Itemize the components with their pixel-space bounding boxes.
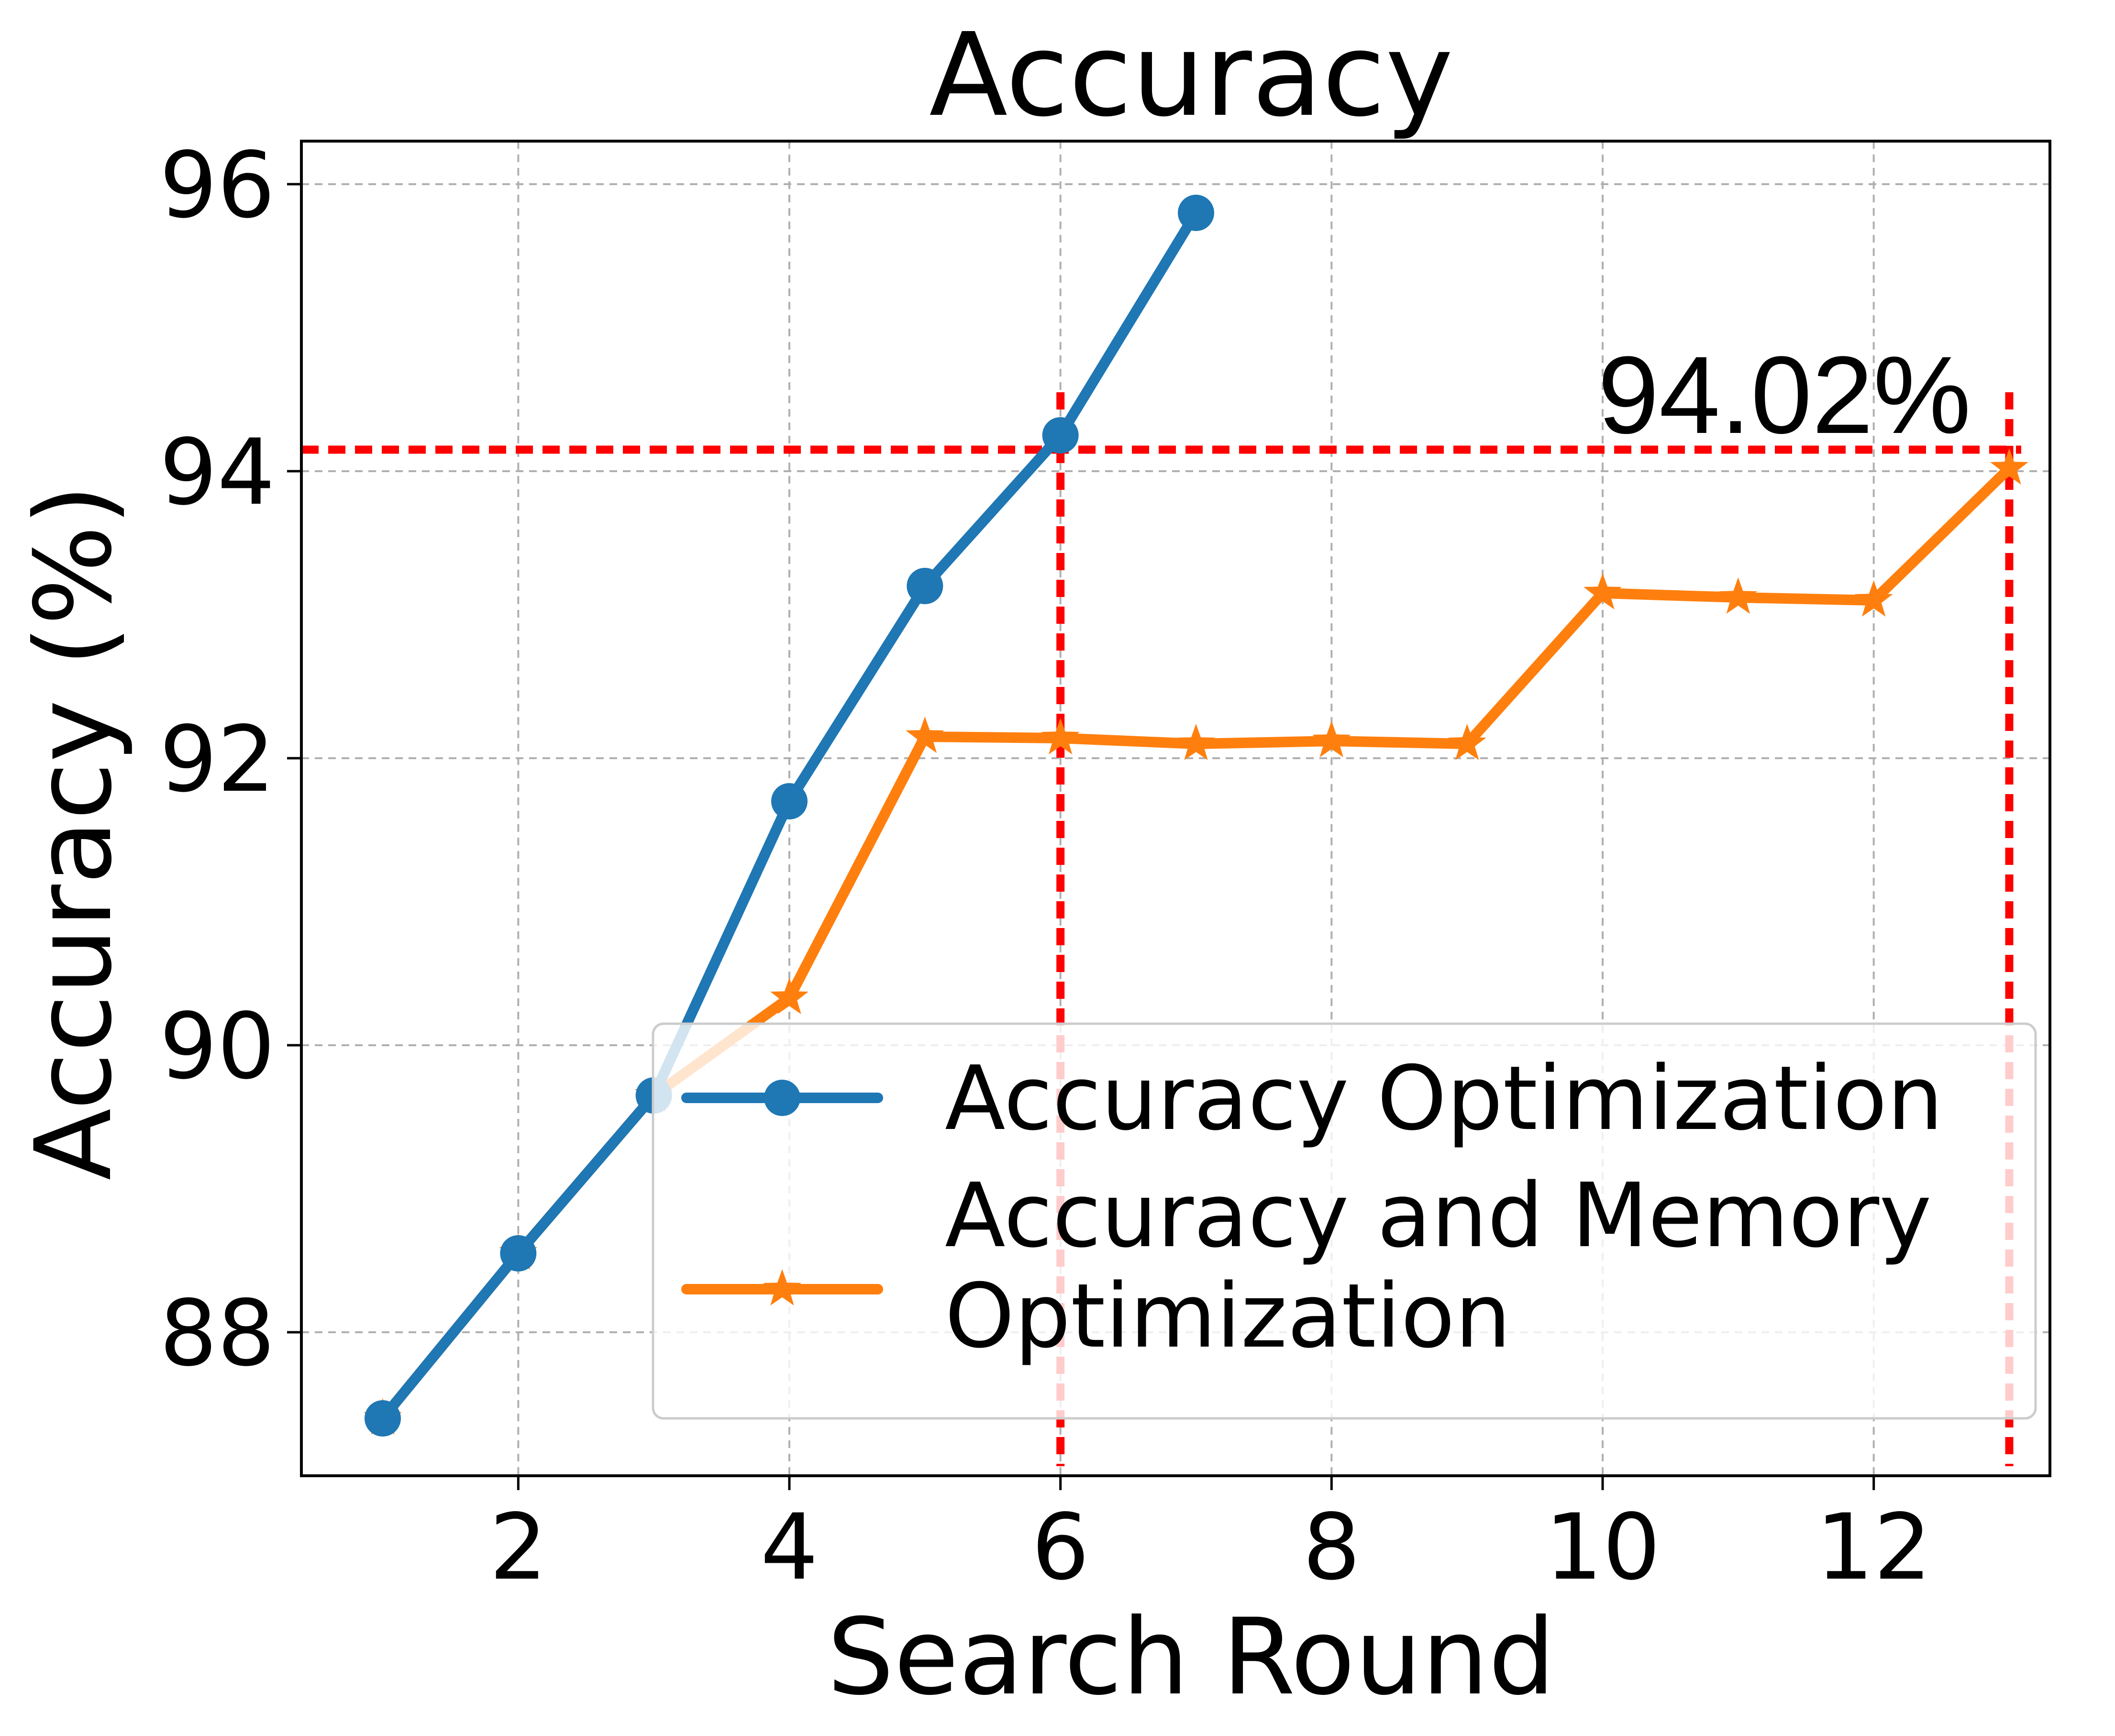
x-axis-ticks: 2 4 6 8 10 12 <box>489 1476 1932 1600</box>
x-axis-label: Search Round <box>827 1596 1555 1718</box>
data-point-accuracy-optimization <box>907 568 943 604</box>
plot-frame <box>300 140 2051 1477</box>
legend-marker-accuracy-optimization <box>764 1080 800 1116</box>
y-tick-label: 88 <box>159 1281 275 1386</box>
legend-label-accuracy-memory-line2: Optimization <box>945 1264 1511 1368</box>
data-point-accuracy-optimization <box>365 1400 401 1437</box>
legend: Accuracy Optimization Accuracy and Memor… <box>652 1022 2037 1420</box>
y-tick-label: 94 <box>159 420 275 525</box>
data-point-accuracy-optimization <box>1178 195 1214 231</box>
x-tick-label: 8 <box>1303 1494 1361 1600</box>
data-point-accuracy-memory-optimization <box>770 978 808 1014</box>
x-tick-label: 12 <box>1816 1494 1932 1600</box>
data-point-accuracy-memory-optimization <box>1041 718 1080 754</box>
data-point-accuracy-memory-optimization <box>1177 724 1215 760</box>
data-point-accuracy-optimization <box>500 1235 537 1272</box>
y-tick-label: 96 <box>159 133 275 238</box>
legend-label-accuracy-memory-line1: Accuracy and Memory <box>945 1164 1932 1267</box>
data-point-accuracy-memory-optimization <box>1312 721 1351 757</box>
data-point-accuracy-optimization <box>771 783 808 819</box>
data-point-accuracy-memory-optimization <box>906 717 944 753</box>
y-axis-ticks: 88 90 92 94 96 <box>159 133 301 1386</box>
annotation-label: 94.02% <box>1598 333 1971 456</box>
legend-label-accuracy-optimization: Accuracy Optimization <box>945 1047 1943 1150</box>
y-axis-label: Accuracy (%) <box>12 484 135 1180</box>
data-point-accuracy-optimization <box>1042 417 1079 453</box>
legend-box <box>652 1022 2037 1420</box>
x-tick-label: 2 <box>489 1494 547 1600</box>
y-tick-label: 92 <box>159 707 275 812</box>
x-tick-label: 6 <box>1031 1494 1089 1600</box>
data-point-accuracy-memory-optimization <box>1583 573 1622 609</box>
chart-title: Accuracy <box>929 8 1453 142</box>
data-point-accuracy-memory-optimization <box>1854 580 1893 617</box>
data-point-accuracy-memory-optimization <box>1719 577 1758 614</box>
x-tick-label: 4 <box>761 1494 819 1600</box>
y-tick-label: 90 <box>159 994 275 1099</box>
legend-marker-accuracy-memory-optimization <box>763 1269 801 1305</box>
data-point-accuracy-memory-optimization <box>1448 724 1486 760</box>
data-point-accuracy-memory-optimization <box>1990 448 2028 485</box>
x-tick-label: 10 <box>1545 1494 1661 1600</box>
